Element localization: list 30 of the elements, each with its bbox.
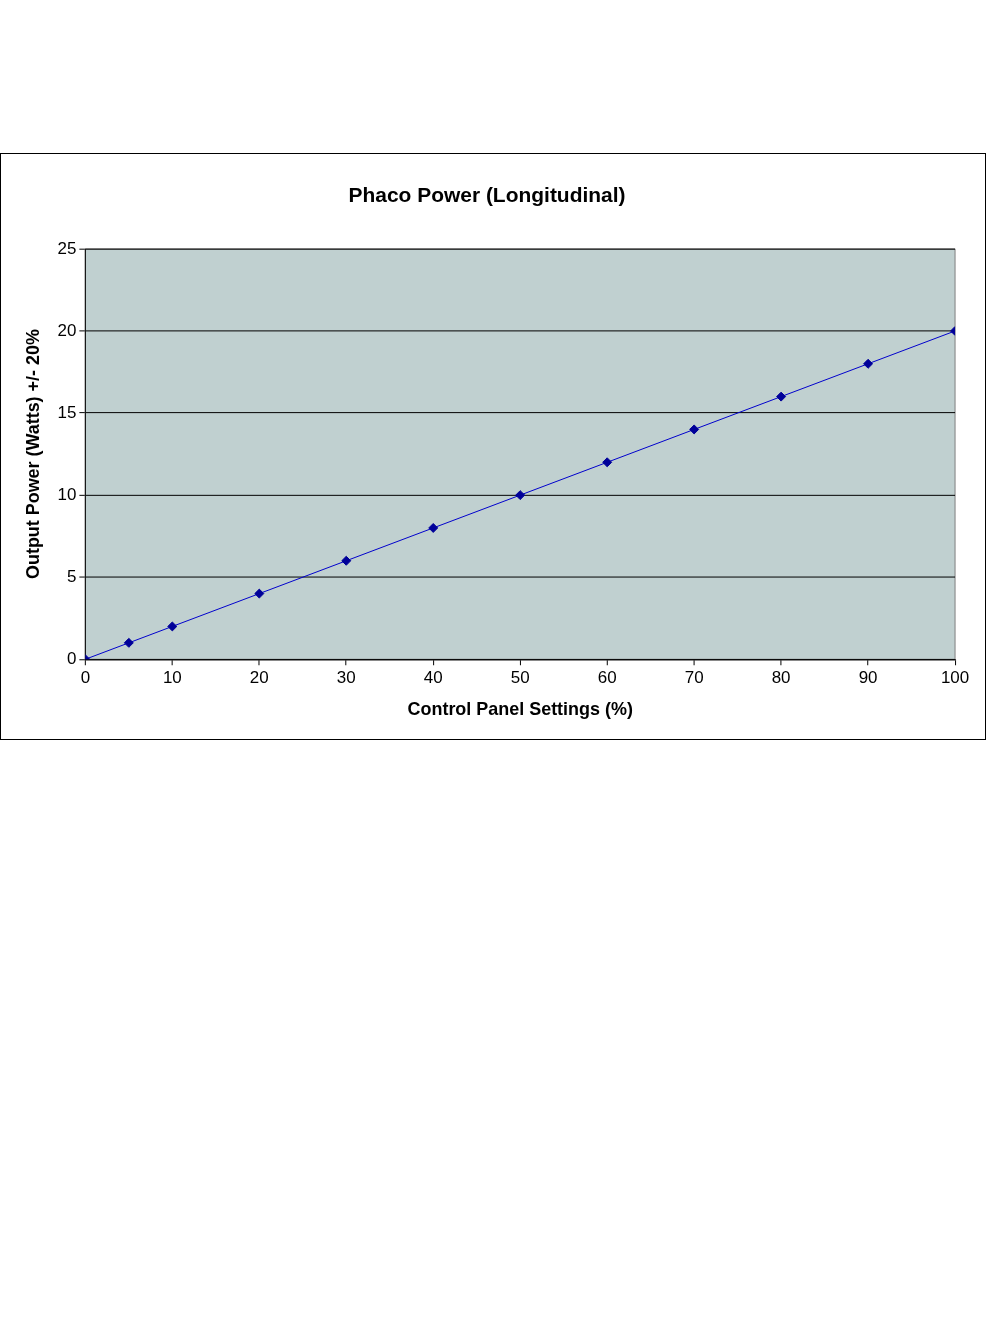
y-tick-label: 5 xyxy=(66,566,77,586)
point xyxy=(341,555,352,566)
x-tick-label: 0 xyxy=(80,668,91,688)
point xyxy=(254,588,265,599)
y-tick-label: 20 xyxy=(57,320,77,340)
point xyxy=(863,358,874,369)
chart-title: Phaco Power (Longitudinal) xyxy=(348,183,626,207)
x-axis-title: Control Panel Settings (%) xyxy=(407,699,633,720)
x-tick-label: 60 xyxy=(597,668,617,688)
x-tick-label: 40 xyxy=(423,668,443,688)
point xyxy=(428,522,439,533)
y-tick-label: 15 xyxy=(57,402,77,422)
point xyxy=(602,457,613,468)
point xyxy=(776,391,787,402)
y-tick-label: 0 xyxy=(66,648,77,668)
x-tick-label: 80 xyxy=(771,668,791,688)
y-tick-label: 10 xyxy=(57,484,77,504)
point xyxy=(515,490,526,501)
x-tick-label: 50 xyxy=(510,668,530,688)
x-tick-label: 90 xyxy=(858,668,878,688)
point xyxy=(167,621,178,632)
x-tick-label: 100 xyxy=(940,668,970,688)
y-axis-title: Output Power (Watts) +/- 20% xyxy=(22,329,43,579)
point xyxy=(689,424,700,435)
y-tick-label: 25 xyxy=(57,238,77,258)
x-tick-label: 20 xyxy=(249,668,269,688)
point xyxy=(123,637,134,648)
x-tick-label: 70 xyxy=(684,668,704,688)
x-tick-label: 30 xyxy=(336,668,356,688)
x-tick-label: 10 xyxy=(162,668,182,688)
